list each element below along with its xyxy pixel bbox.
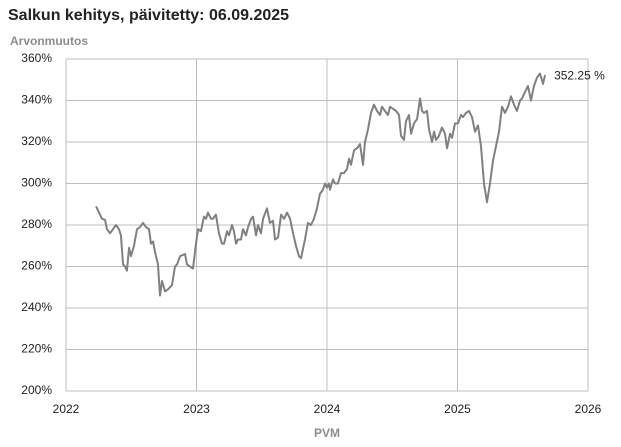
y-tick-label: 240%	[21, 300, 52, 314]
y-tick-label: 220%	[21, 342, 52, 356]
x-tick-label: 2024	[314, 402, 341, 416]
y-tick-label: 340%	[21, 93, 52, 107]
x-tick-label: 2025	[444, 402, 471, 416]
y-tick-label: 280%	[21, 217, 52, 231]
y-tick-label: 260%	[21, 259, 52, 273]
end-label: 352.25 %	[554, 68, 605, 82]
x-axis-title: PVM	[314, 426, 340, 440]
x-tick-label: 2026	[575, 402, 602, 416]
data-line	[95, 72, 547, 297]
y-axis-title: Arvonmuutos	[10, 34, 88, 48]
x-tick-label: 2022	[53, 402, 80, 416]
y-tick-label: 200%	[21, 383, 52, 397]
y-tick-label: 360%	[21, 51, 52, 65]
chart-title: Salkun kehitys, päivitetty: 06.09.2025	[8, 7, 289, 24]
y-tick-label: 300%	[21, 176, 52, 190]
y-tick-label: 320%	[21, 134, 52, 148]
x-tick-label: 2023	[183, 402, 210, 416]
